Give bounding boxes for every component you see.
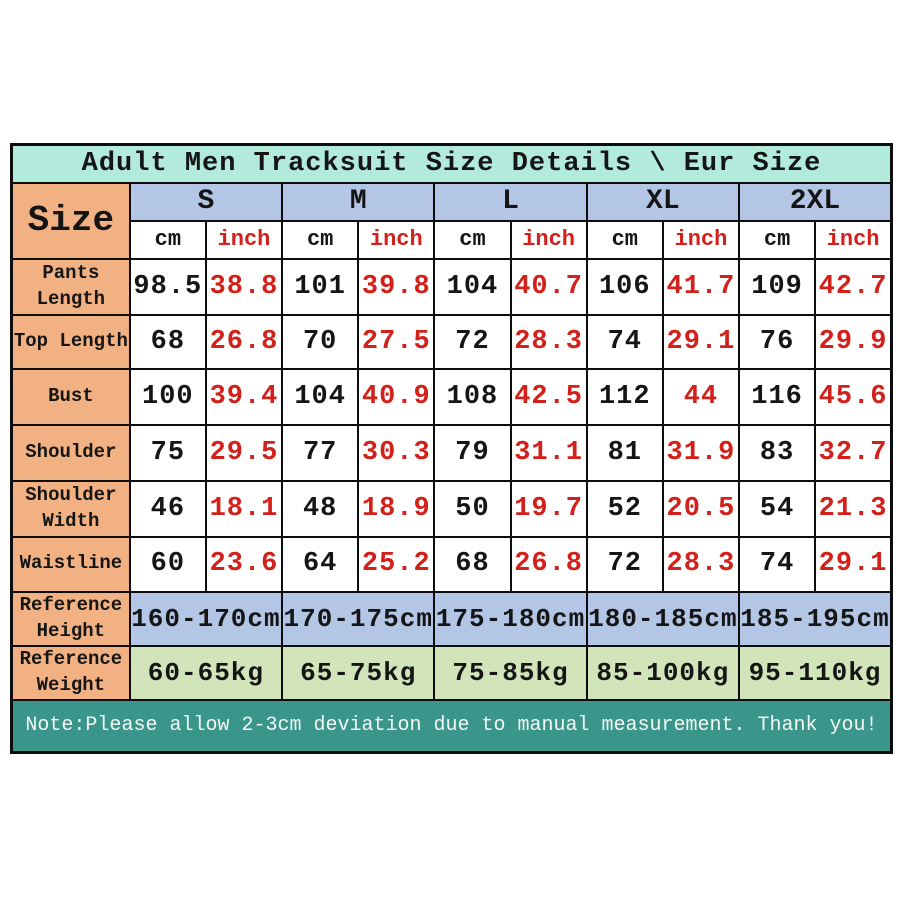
size-column-header-2xl: 2XL [738, 181, 893, 222]
value-cell: 42.5 [509, 367, 588, 426]
unit-header-inch: inch [509, 219, 588, 260]
unit-header-inch: inch [204, 219, 284, 260]
value-cell: 70 [281, 313, 360, 370]
row-label-reference-weight: Reference Weight [10, 644, 131, 701]
reference-height-cell: 180-185cm [585, 590, 741, 647]
reference-weight-cell: 85-100kg [585, 644, 741, 701]
unit-header-inch: inch [357, 219, 436, 260]
value-cell: 48 [281, 479, 360, 538]
size-corner-label: Size [10, 181, 131, 260]
value-cell: 108 [433, 367, 512, 426]
value-cell: 40.7 [509, 257, 588, 316]
value-cell: 18.1 [204, 479, 284, 538]
value-cell: 27.5 [357, 313, 436, 370]
value-cell: 29.9 [814, 313, 893, 370]
value-cell: 21.3 [814, 479, 893, 538]
chart-title: Adult Men Tracksuit Size Details \ Eur S… [10, 143, 893, 184]
size-column-header-l: L [433, 181, 588, 222]
value-cell: 74 [737, 535, 817, 593]
unit-header-cm: cm [433, 219, 512, 260]
value-cell: 45.6 [814, 367, 893, 426]
reference-height-cell: 185-195cm [738, 590, 893, 647]
value-cell: 39.4 [204, 367, 284, 426]
value-cell: 77 [281, 423, 360, 482]
reference-height-cell: 170-175cm [281, 590, 436, 647]
size-column-header-s: S [128, 181, 284, 222]
value-cell: 100 [128, 367, 207, 426]
value-cell: 18.9 [357, 479, 436, 538]
unit-header-cm: cm [128, 219, 207, 260]
value-cell: 44 [661, 367, 741, 426]
value-cell: 20.5 [661, 479, 741, 538]
unit-header-cm: cm [585, 219, 664, 260]
value-cell: 19.7 [509, 479, 588, 538]
value-cell: 64 [281, 535, 360, 593]
value-cell: 30.3 [357, 423, 436, 482]
value-cell: 26.8 [204, 313, 284, 370]
value-cell: 25.2 [357, 535, 436, 593]
reference-height-cell: 175-180cm [433, 590, 588, 647]
reference-weight-cell: 60-65kg [128, 644, 284, 701]
value-cell: 104 [281, 367, 360, 426]
size-chart-table: Adult Men Tracksuit Size Details \ Eur S… [10, 143, 893, 754]
value-cell: 112 [585, 367, 664, 426]
value-cell: 68 [433, 535, 512, 593]
reference-weight-cell: 95-110kg [738, 644, 893, 701]
unit-header-cm: cm [281, 219, 360, 260]
value-cell: 31.9 [661, 423, 741, 482]
reference-height-cell: 160-170cm [128, 590, 284, 647]
value-cell: 29.1 [661, 313, 741, 370]
value-cell: 106 [585, 257, 664, 316]
size-column-header-m: M [281, 181, 436, 222]
reference-weight-cell: 65-75kg [281, 644, 436, 701]
reference-weight-cell: 75-85kg [433, 644, 588, 701]
value-cell: 42.7 [814, 257, 893, 316]
value-cell: 23.6 [204, 535, 284, 593]
row-label-reference-height: Reference Height [10, 590, 131, 647]
row-label-waistline: Waistline [10, 535, 131, 593]
value-cell: 28.3 [661, 535, 741, 593]
row-label-shoulder-width: Shoulder Width [10, 479, 131, 538]
row-label-top-length: Top Length [10, 313, 131, 370]
row-label-bust: Bust [10, 367, 131, 426]
value-cell: 72 [433, 313, 512, 370]
value-cell: 40.9 [357, 367, 436, 426]
value-cell: 46 [128, 479, 207, 538]
value-cell: 28.3 [509, 313, 588, 370]
unit-header-cm: cm [737, 219, 817, 260]
value-cell: 104 [433, 257, 512, 316]
value-cell: 116 [737, 367, 817, 426]
value-cell: 72 [585, 535, 664, 593]
value-cell: 98.5 [128, 257, 207, 316]
value-cell: 38.8 [204, 257, 284, 316]
value-cell: 26.8 [509, 535, 588, 593]
value-cell: 101 [281, 257, 360, 316]
value-cell: 68 [128, 313, 207, 370]
row-label-shoulder: Shoulder [10, 423, 131, 482]
value-cell: 74 [585, 313, 664, 370]
value-cell: 32.7 [814, 423, 893, 482]
value-cell: 60 [128, 535, 207, 593]
value-cell: 76 [737, 313, 817, 370]
value-cell: 52 [585, 479, 664, 538]
value-cell: 54 [737, 479, 817, 538]
value-cell: 29.5 [204, 423, 284, 482]
size-column-header-xl: XL [585, 181, 741, 222]
value-cell: 31.1 [509, 423, 588, 482]
measurement-note: Note:Please allow 2-3cm deviation due to… [10, 698, 893, 754]
unit-header-inch: inch [661, 219, 741, 260]
value-cell: 50 [433, 479, 512, 538]
value-cell: 81 [585, 423, 664, 482]
value-cell: 83 [737, 423, 817, 482]
unit-header-inch: inch [814, 219, 893, 260]
value-cell: 109 [737, 257, 817, 316]
value-cell: 39.8 [357, 257, 436, 316]
value-cell: 29.1 [814, 535, 893, 593]
row-label-pants-length: Pants Length [10, 257, 131, 316]
value-cell: 75 [128, 423, 207, 482]
value-cell: 41.7 [661, 257, 741, 316]
value-cell: 79 [433, 423, 512, 482]
